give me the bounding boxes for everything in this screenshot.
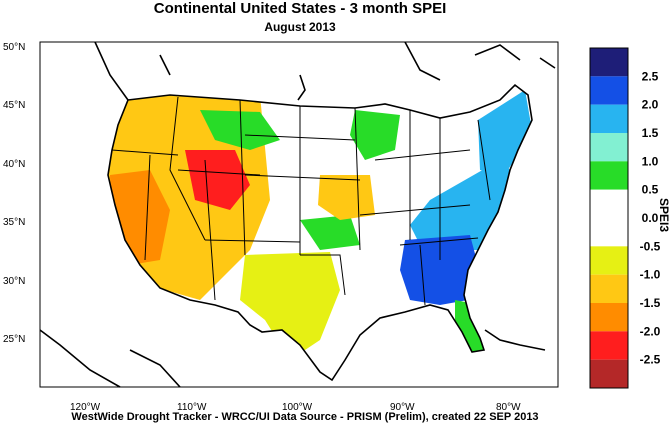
map-footer: WestWide Drought Tracker - WRCC/UI Data … — [71, 411, 539, 423]
lon-label-80w: 80°W — [496, 402, 521, 413]
colorbar-tick-label: -1.5 — [640, 296, 661, 310]
lat-label-30: 30°N — [3, 276, 25, 287]
map-subtitle: August 2013 — [264, 20, 336, 34]
region-great-basin-severe — [185, 150, 250, 210]
colorbar-segment — [590, 104, 628, 133]
lat-label-50: 50°N — [3, 42, 25, 53]
colorbar-tick-label: -2.0 — [640, 324, 661, 338]
region-texas-dry — [240, 252, 340, 360]
lat-label-25: 25°N — [3, 334, 25, 345]
colorbar-segment — [590, 274, 628, 303]
colorbar-tick-label: 0.0 — [642, 211, 659, 225]
colorbar-segment — [590, 189, 628, 218]
lat-label-45: 45°N — [3, 100, 25, 111]
colorbar-labels: 2.5 2.0 1.5 1.0 0.5 0.0 -0.5 -1.0 -1.5 -2.0 -2.5 — [640, 69, 661, 366]
lat-label-35: 35°N — [3, 217, 25, 228]
coastlines — [39, 41, 556, 388]
longitude-labels: 120°W 110°W 100°W 90°W 80°W — [70, 402, 521, 413]
colorbar-tick-label: -0.5 — [640, 239, 661, 253]
colorbar-tick-label: 2.0 — [642, 98, 659, 112]
colorbar-segment — [590, 359, 628, 388]
colorbar-segment — [590, 331, 628, 360]
lat-label-40: 40°N — [3, 159, 25, 170]
colorbar-tick-label: 1.5 — [642, 126, 659, 140]
colorbar-segment — [590, 48, 628, 77]
region-upper-midwest-wet — [350, 110, 400, 160]
latitude-labels: 50°N 45°N 40°N 35°N 30°N 25°N — [3, 42, 25, 345]
colorbar-tick-label: -2.5 — [640, 353, 661, 367]
colorbar-segment — [590, 218, 628, 247]
colorbar-segment — [590, 133, 628, 162]
map-title: Continental United States - 3 month SPEI — [153, 0, 447, 17]
lon-label-110w: 110°W — [177, 402, 207, 413]
colorbar-segment — [590, 76, 628, 105]
state-boundaries — [111, 96, 491, 306]
colorbar-segment — [590, 161, 628, 190]
colorbar-title: SPEI3 — [657, 198, 670, 232]
region-southern-plains-wet — [300, 215, 360, 250]
lon-label-100w: 100°W — [282, 402, 313, 413]
colorbar-segment — [590, 246, 628, 275]
colorbar-tick-label: -1.0 — [640, 268, 661, 282]
region-northeast-wet — [478, 90, 532, 175]
colorbar-tick-label: 2.5 — [642, 69, 659, 83]
colorbar — [589, 47, 629, 389]
colorbar-tick-label: 1.0 — [642, 154, 659, 168]
colorbar-segment — [590, 303, 628, 332]
lon-label-90w: 90°W — [390, 402, 415, 413]
region-northern-plains-wet — [200, 110, 280, 150]
colorbar-tick-label: 0.5 — [642, 183, 659, 197]
region-southeast-very-wet — [400, 235, 478, 305]
colorbar-frame — [589, 47, 629, 389]
lon-label-120w: 120°W — [70, 402, 101, 413]
region-central-dry — [318, 175, 375, 220]
us-outline — [107, 83, 533, 382]
